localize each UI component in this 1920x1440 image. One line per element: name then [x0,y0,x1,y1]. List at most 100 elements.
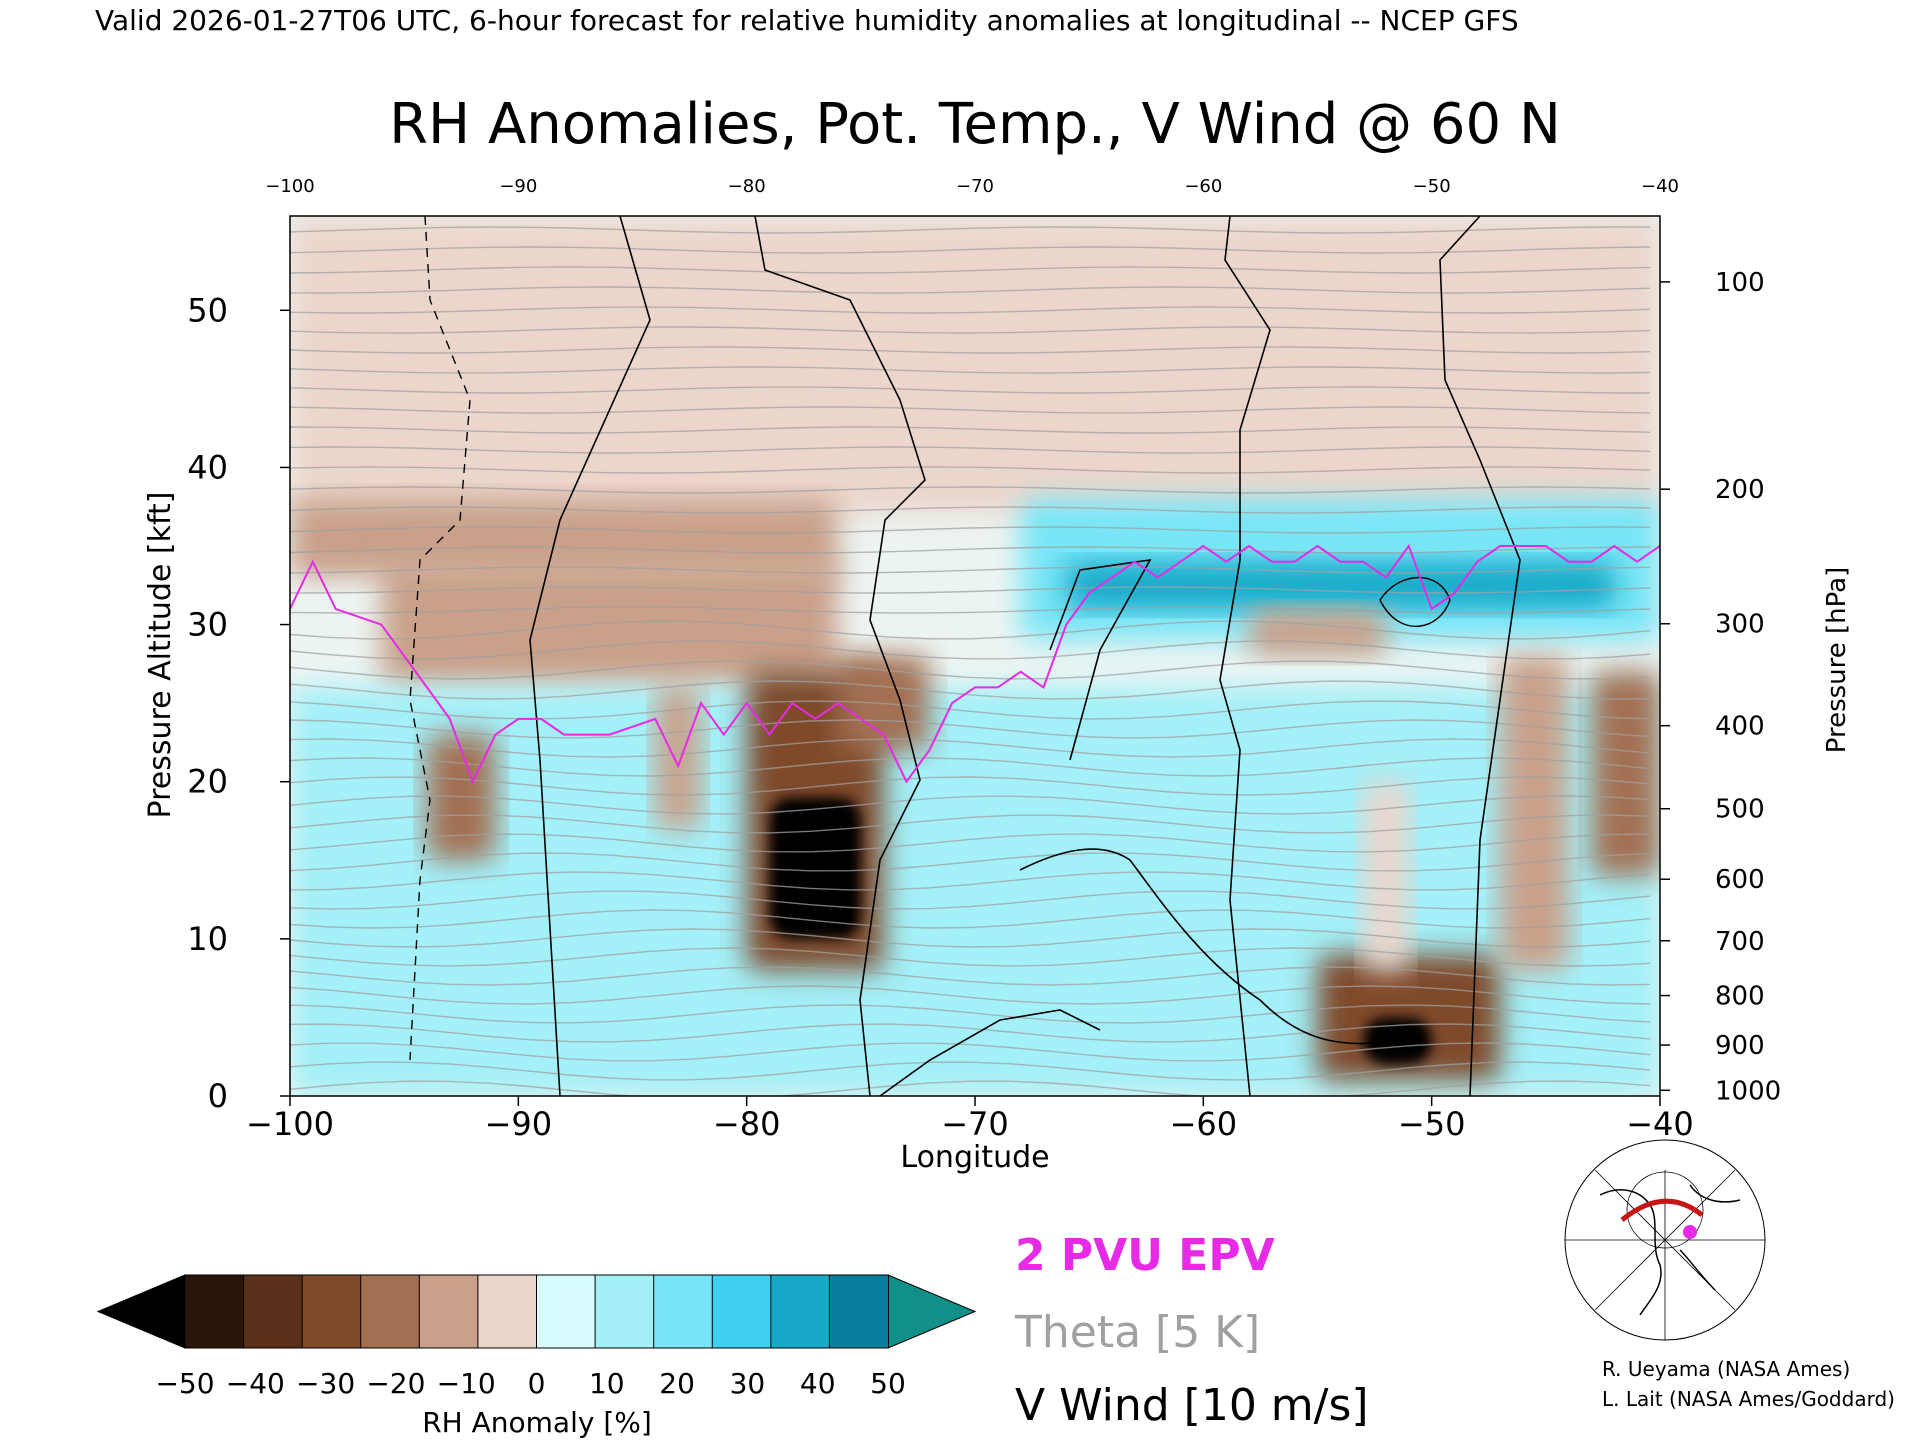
theta-contour [290,566,1651,574]
theta-contour [290,757,1651,777]
colorbar-tick-label: 40 [800,1367,836,1400]
theta-contour [290,660,1651,680]
colorbar-tick-label: 20 [659,1367,695,1400]
colorbar-label: RH Anomaly [%] [422,1406,652,1439]
pressure-tick-label: 100 [1715,268,1765,298]
pressure-tick-label: 200 [1715,475,1765,505]
theta-contour [290,306,1651,314]
wind-contour [409,216,471,1061]
wind-contour [1379,576,1451,628]
theta-contour [290,286,1651,294]
colorbar-swatch [360,1274,421,1349]
legend-epv: 2 PVU EPV [1015,1230,1275,1281]
wind-contour [1019,848,1401,1045]
anomaly-region [1500,656,1569,971]
theta-contour [290,366,1651,374]
theta-contour [290,246,1651,254]
colorbar-swatch [301,1274,362,1349]
colorbar-tick-label: 0 [528,1367,546,1400]
anomaly-region [290,498,838,578]
theta-contour [290,226,1651,234]
top-tick-label: −40 [1641,176,1679,197]
colorbar-swatch [594,1274,655,1349]
theta-contour [290,985,1651,1005]
pressure-tick-label: 300 [1715,610,1765,640]
theta-contour [290,947,1651,967]
colorbar-swatch [770,1274,831,1349]
wind-contour [1049,558,1152,761]
theta-contour [290,814,1651,834]
colorbar-tick-label: −50 [155,1367,214,1400]
colorbar-swatch [653,1274,714,1349]
colorbar-tick-label: −10 [437,1367,496,1400]
valid-line: Valid 2026-01-27T06 UTC, 6-hour forecast… [95,4,1519,37]
x-tick-label: −50 [1398,1105,1466,1143]
wind-contour [1219,216,1271,1096]
pressure-tick-label: 600 [1715,865,1765,895]
top-tick-label: −50 [1413,176,1451,197]
x-tick-label: −60 [1170,1105,1238,1143]
theta-contour [290,852,1651,872]
theta-contour [290,1061,1651,1081]
theta-contour [290,1080,1651,1096]
credit-line-2: L. Lait (NASA Ames/Goddard) [1602,1387,1895,1411]
wind-contours [409,216,1521,1096]
y-tick-label: 10 [187,920,228,958]
colorbar-high-arrow [887,1274,977,1349]
top-tick-label: −100 [265,176,314,197]
theta-contour [290,1042,1651,1062]
theta-contour [290,966,1651,986]
pressure-tick-label: 800 [1715,982,1765,1012]
x-tick-label: −100 [246,1105,334,1143]
top-tick-label: −60 [1184,176,1222,197]
theta-contour [290,719,1651,739]
y-tick-label: 50 [187,291,228,329]
theta-contour [290,680,1651,700]
pressure-tick-label: 900 [1715,1031,1765,1061]
x-tick-label: −70 [941,1105,1009,1143]
theta-contour [290,466,1651,474]
colorbar-swatch [828,1274,890,1349]
colorbar-tick-label: −40 [226,1367,285,1400]
y-tick-label: 40 [187,448,228,486]
wind-contour [529,216,651,1096]
colorbar-tick-label: 30 [730,1367,766,1400]
wind-contour [1439,216,1521,1096]
locator-map [1564,1139,1766,1341]
colorbar-tick-label: 50 [870,1367,906,1400]
y-axis-label-left: Pressure Altitude [kft] [143,492,178,819]
pressure-tick-label: 700 [1715,927,1765,957]
y-axis-right: 100 200 300 400 500 600 700 800 900 1000 [1660,268,1781,1106]
y-axis-left: 0 10 20 30 40 50 [187,291,290,1115]
theta-contour [290,640,1651,660]
theta-contour [290,326,1651,334]
top-tick-label: −80 [728,176,766,197]
chart-title: RH Anomalies, Pot. Temp., V Wind @ 60 N [389,92,1561,157]
anomaly-region [1249,608,1386,656]
anomaly-region [1363,781,1409,971]
theta-contour [290,526,1651,534]
legend-wind: V Wind [10 m/s] [1015,1380,1369,1431]
theta-contour [290,586,1651,594]
colorbar-tick-label: −20 [366,1367,425,1400]
anomaly-region [427,734,496,861]
theta-contour [290,426,1651,434]
plot-area [290,216,1660,1096]
theta-contour [290,738,1651,758]
colorbar-low-arrow [96,1274,186,1349]
y-tick-label: 30 [187,606,228,644]
theta-contour [290,620,1651,640]
colorbar-swatch [243,1274,304,1349]
anomaly-region [1591,671,1660,876]
colorbar: −50 −40 −30 −20 −10 0 10 20 30 40 50 [96,1274,977,1400]
theta-contour [290,776,1651,796]
pressure-tick-label: 500 [1715,795,1765,825]
anomaly-region [655,687,701,829]
credit-line-1: R. Ueyama (NASA Ames) [1602,1357,1850,1381]
theta-contour [290,406,1651,414]
x-tick-label: −90 [485,1105,553,1143]
wind-contour [879,1009,1101,1096]
theta-contour [290,386,1651,394]
pressure-tick-label: 400 [1715,712,1765,742]
colorbar-tick-label: 10 [589,1367,625,1400]
